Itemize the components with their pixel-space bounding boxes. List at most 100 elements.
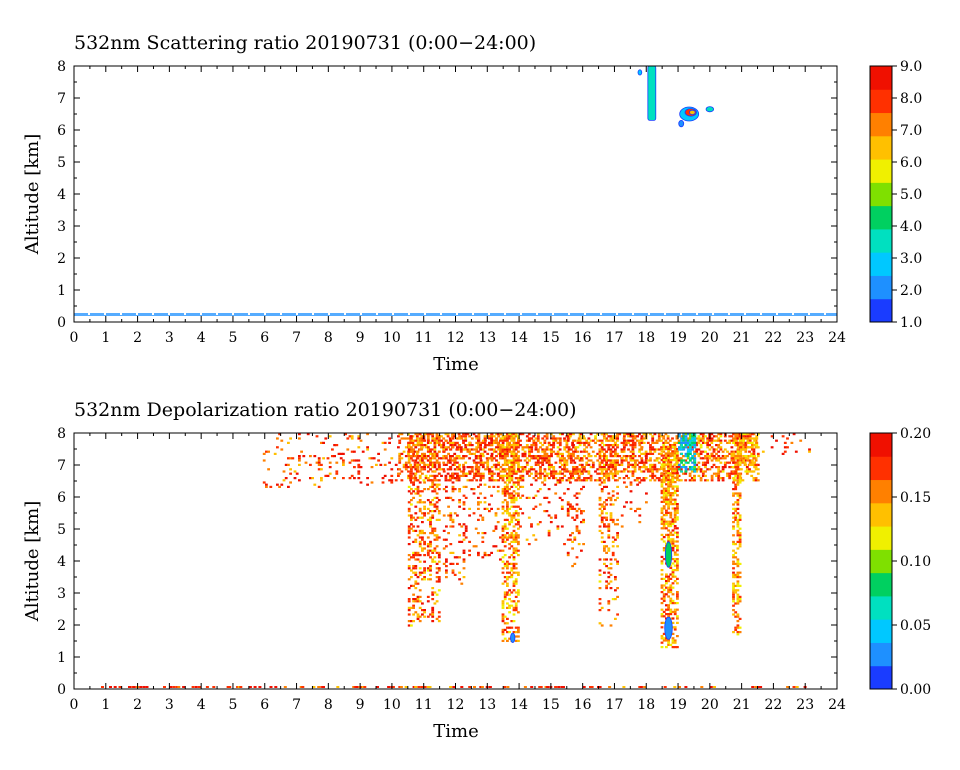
depolarization-xtick-label: 0 — [70, 697, 79, 713]
depolarization-cell — [413, 463, 417, 466]
depolarization-cell — [710, 459, 714, 462]
depolarization-cell — [736, 580, 740, 583]
depolarization-cell — [680, 437, 683, 440]
depolarization-cell — [629, 459, 633, 462]
depolarization-cell — [484, 468, 487, 471]
depolarization-cell — [744, 455, 748, 458]
depolarization-cell — [665, 646, 668, 649]
depolarization-cell — [421, 452, 424, 455]
depolarization-cell — [429, 461, 432, 464]
depolarization-cell — [470, 437, 474, 440]
depolarization-cell — [499, 439, 502, 442]
depolarization-cell — [723, 466, 727, 469]
depolarization-cell — [669, 531, 673, 534]
depolarization-cell — [627, 455, 630, 458]
depolarization-cell — [583, 437, 586, 440]
depolarization-cell — [719, 441, 723, 444]
depolarization-cell — [512, 534, 516, 537]
depolarization-cell — [437, 468, 441, 471]
depolarization-cell — [444, 479, 448, 482]
depolarization-cell — [549, 516, 553, 519]
depolarization-cell — [701, 463, 705, 466]
depolarization-cell — [603, 547, 606, 550]
depolarization-cell — [464, 435, 468, 438]
depolarization-cell — [313, 455, 317, 458]
depolarization-cell — [736, 481, 740, 484]
depolarization-cell — [435, 600, 439, 603]
depolarization-cell — [442, 441, 446, 444]
scattering-ytick-label: 8 — [57, 59, 66, 75]
scattering-xtick-label: 4 — [197, 330, 206, 346]
depolarization-cell — [662, 463, 666, 466]
depolarization-cell — [609, 463, 613, 466]
depolarization-cell — [311, 477, 314, 480]
depolarization-cell — [248, 686, 252, 688]
depolarization-cell — [501, 571, 505, 574]
depolarization-cell — [598, 558, 602, 561]
depolarization-cell — [410, 606, 413, 609]
depolarization-cell — [462, 448, 466, 451]
depolarization-cell — [407, 477, 410, 480]
depolarization-cell — [530, 472, 533, 475]
depolarization-cell — [352, 686, 356, 688]
depolarization-cell — [545, 455, 549, 458]
depolarization-cell — [177, 686, 181, 688]
depolarization-cell — [618, 477, 622, 480]
depolarization-cell — [613, 472, 617, 475]
depolarization-cell — [665, 454, 668, 457]
depolarization-cell — [671, 569, 675, 572]
depolarization-cell — [421, 501, 424, 504]
depolarization-cell — [629, 481, 633, 484]
depolarization-cell — [677, 474, 681, 477]
depolarization-cell — [732, 595, 735, 598]
depolarization-cell — [479, 492, 482, 495]
depolarization-feature-column — [740, 433, 759, 473]
scattering-xtick-label: 18 — [637, 330, 655, 346]
depolarization-cell — [481, 516, 485, 519]
depolarization-cell — [457, 448, 461, 451]
depolarization-cell — [525, 439, 529, 442]
depolarization-cell — [455, 455, 459, 458]
depolarization-cell — [710, 479, 714, 482]
depolarization-cell — [660, 452, 663, 455]
depolarization-cell — [736, 598, 740, 601]
depolarization-cell — [414, 512, 418, 515]
scattering-colorbar-tick-label: 5.0 — [900, 187, 922, 203]
depolarization-cell — [627, 441, 631, 444]
depolarization-cell — [449, 468, 453, 471]
depolarization-cell — [748, 446, 751, 449]
depolarization-cell — [446, 461, 450, 464]
depolarization-cell — [558, 448, 562, 451]
depolarization-cell — [607, 444, 611, 447]
depolarization-cell — [649, 468, 652, 471]
depolarization-cell — [750, 474, 754, 477]
depolarization-cell — [410, 468, 413, 471]
depolarization-cell — [624, 444, 628, 447]
depolarization-cell — [397, 435, 400, 438]
depolarization-cell — [407, 525, 411, 528]
depolarization-cell — [433, 446, 437, 449]
depolarization-cell — [657, 477, 661, 480]
depolarization-cell — [462, 474, 466, 477]
depolarization-cell — [276, 437, 279, 440]
depolarization-cell — [451, 488, 455, 491]
depolarization-cell — [751, 470, 754, 473]
depolarization-cell — [676, 489, 679, 492]
depolarization-cell — [613, 474, 617, 477]
depolarization-cell — [481, 540, 485, 543]
depolarization-cell — [746, 457, 750, 460]
depolarization-cell — [299, 686, 303, 688]
depolarization-cell — [732, 556, 735, 559]
depolarization-cell — [412, 606, 415, 609]
depolarization-cell — [336, 686, 340, 688]
depolarization-cell — [407, 474, 411, 477]
depolarization-cell — [519, 496, 522, 499]
depolarization-cell — [560, 463, 564, 466]
depolarization-cell — [565, 468, 569, 471]
depolarization-cell — [426, 488, 430, 491]
depolarization-cell — [423, 569, 426, 572]
depolarization-cell — [673, 498, 677, 501]
depolarization-cell — [517, 435, 520, 438]
depolarization-cell — [423, 433, 426, 436]
depolarization-cell — [660, 608, 664, 611]
